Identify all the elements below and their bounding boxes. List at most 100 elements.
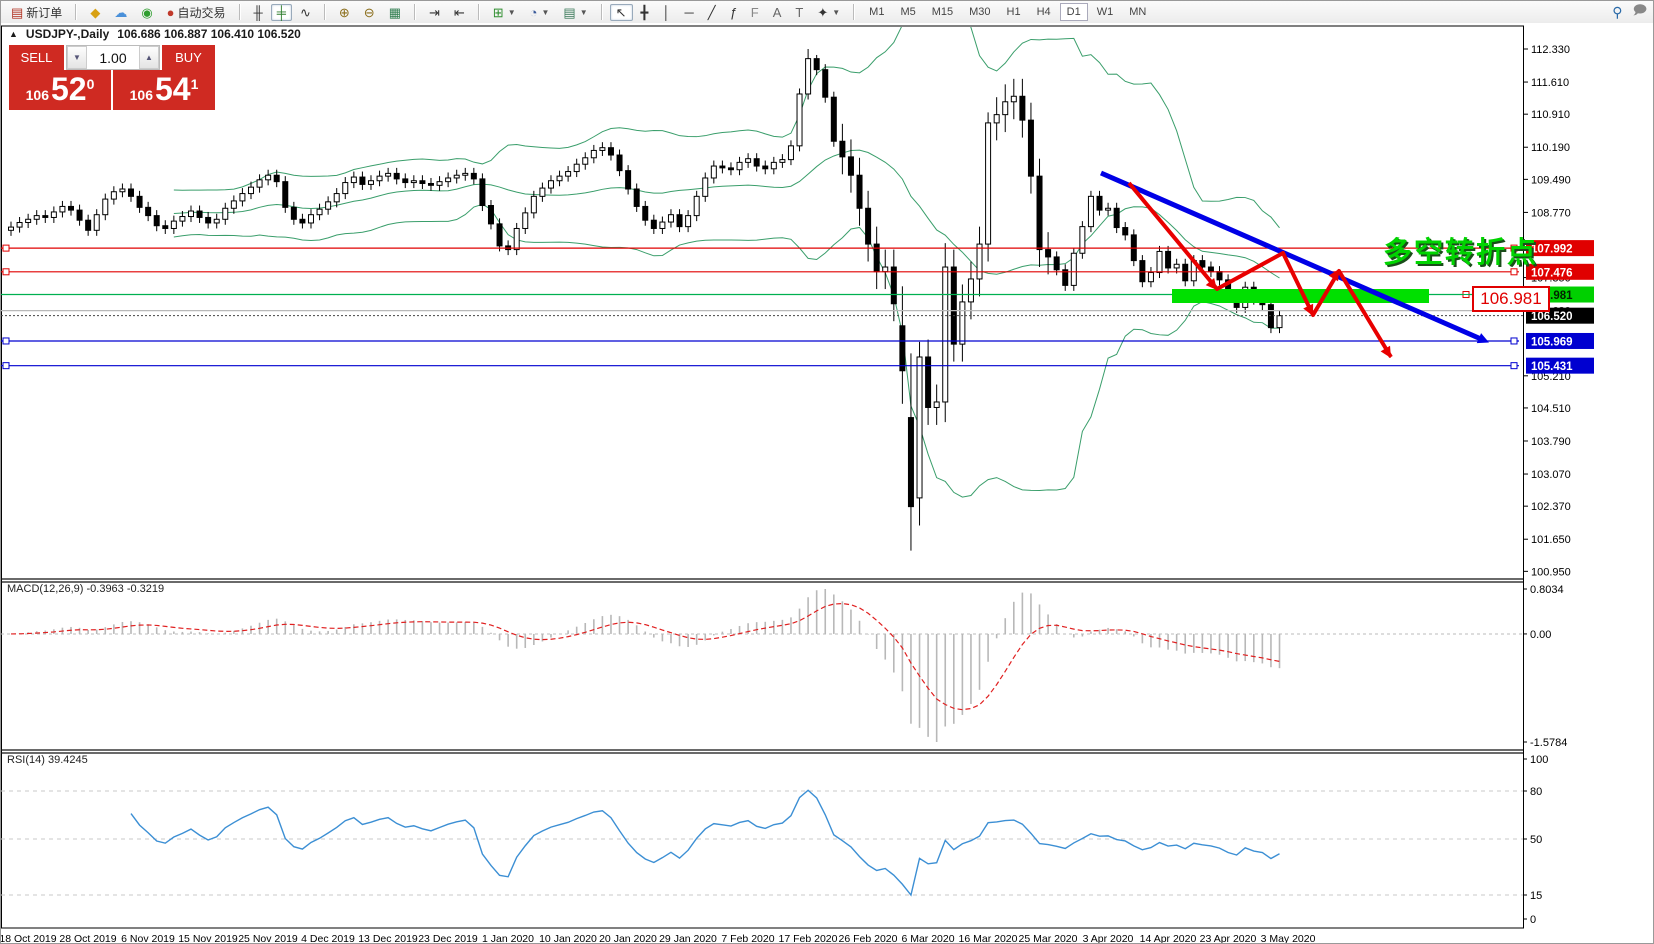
text-icon: A xyxy=(772,4,782,20)
price-axis-tick: 108.770 xyxy=(1531,207,1571,219)
line-handle[interactable] xyxy=(2,337,10,345)
trendline-tool-button[interactable]: ╱ xyxy=(702,4,722,21)
symbol-period-label: USDJPY-,Daily xyxy=(25,27,110,41)
rsi-axis-tick: 15 xyxy=(1530,890,1542,902)
timeframe-w1[interactable]: W1 xyxy=(1096,6,1114,18)
market-button[interactable]: ☁ xyxy=(108,4,133,21)
buy-price[interactable]: 106 54 1 xyxy=(113,70,215,110)
zoom-out-button[interactable]: ⊖ xyxy=(358,4,381,21)
volume-up-button[interactable]: ▲ xyxy=(139,46,159,69)
candlestick-chart-button[interactable]: ╪ xyxy=(270,3,292,21)
rsi-axis-tick: 100 xyxy=(1530,754,1548,766)
chinese-annotation[interactable]: 多空转折点 xyxy=(1383,237,1539,269)
rsi-axis-tick: 80 xyxy=(1530,786,1542,798)
blue-trendline[interactable] xyxy=(1099,170,1483,342)
timeframe-mn[interactable]: MN xyxy=(1129,6,1147,18)
line-handle[interactable] xyxy=(1510,244,1518,252)
line-handle[interactable] xyxy=(1510,362,1518,370)
green-support-bar[interactable] xyxy=(1172,289,1429,303)
price-badge xyxy=(1526,263,1594,280)
collapse-triangle-icon[interactable]: ▲ xyxy=(9,29,18,39)
timeframe-d1[interactable]: D1 xyxy=(1059,3,1088,21)
line-handle[interactable] xyxy=(2,244,10,252)
toolbar: ▤ 新订单 ◆ ☁ ◉ ● 自动交易 ╫ ╪ ∿ ⊕ ⊖ ▦ ⇥ ⇤ ⊞ ▼ ◔ ▼ ▤… xyxy=(1,1,1653,24)
date-axis-label: 7 Feb 2020 xyxy=(721,933,774,944)
buy-button[interactable]: BUY xyxy=(160,45,215,70)
date-axis-label: 6 Mar 2020 xyxy=(901,933,954,944)
cursor-tool-button[interactable]: ↖ xyxy=(609,3,633,21)
line-handle[interactable] xyxy=(1510,337,1518,345)
shapes-icon: ✦ xyxy=(817,4,829,20)
date-axis-label: 23 Dec 2019 xyxy=(418,933,478,944)
timeframe-group: M1 M5 M15 M30 H1 H4 D1 W1 MN xyxy=(858,1,1157,23)
buy-price-figure: 106 xyxy=(129,87,153,103)
price-callout-label[interactable]: 106.981 xyxy=(1472,286,1550,312)
price-badge-text: 106.520 xyxy=(1531,311,1573,323)
sell-button[interactable]: SELL xyxy=(9,45,66,70)
price-axis-tick: 101.650 xyxy=(1531,534,1571,546)
chat-icon[interactable]: 🗩 xyxy=(1632,2,1647,17)
bb-middle xyxy=(173,149,1280,279)
timeframe-h4[interactable]: H4 xyxy=(1036,6,1051,18)
auto-scroll-button[interactable]: ⇥ xyxy=(423,4,446,21)
label-tool-button[interactable]: T xyxy=(789,4,809,21)
indicators-button[interactable]: ⊞ ▼ xyxy=(492,4,516,20)
line-chart-button[interactable]: ∿ xyxy=(294,4,317,21)
rsi-label: RSI(14) 39.4245 xyxy=(7,754,88,766)
timeframe-m1[interactable]: M1 xyxy=(869,6,885,18)
signals-button[interactable]: ◉ xyxy=(135,4,158,21)
chart-shift-button[interactable]: ⇤ xyxy=(448,4,471,21)
red-zigzag-arrows[interactable] xyxy=(1127,181,1393,359)
grid-tool-button[interactable]: F xyxy=(745,4,765,21)
cloud-icon: ☁ xyxy=(114,4,128,20)
bar-chart-button[interactable]: ╫ xyxy=(248,4,269,21)
candles xyxy=(8,49,1283,551)
date-axis-label: 1 Jan 2020 xyxy=(482,933,534,944)
gold-icon: ◆ xyxy=(90,4,101,20)
new-order-button[interactable]: ▤ 新订单 xyxy=(11,4,63,20)
tile-windows-button[interactable]: ▦ xyxy=(383,4,407,21)
tile-windows-icon: ▦ xyxy=(388,4,401,20)
volume-down-button[interactable]: ▼ xyxy=(67,46,87,69)
templates-button[interactable]: ▤ ▼ xyxy=(563,4,588,20)
date-axis-label: 25 Mar 2020 xyxy=(1019,933,1078,944)
sell-price-pips: 52 xyxy=(50,71,87,107)
search-icon[interactable]: ⚲ xyxy=(1612,3,1623,20)
gold-icon-button[interactable]: ◆ xyxy=(84,4,106,21)
periods-button[interactable]: ◔ ▼ xyxy=(529,4,550,20)
line-chart-icon: ∿ xyxy=(299,4,311,20)
vline-tool-button[interactable]: │ xyxy=(656,4,676,21)
line-handle[interactable] xyxy=(2,268,10,276)
main-price-pane xyxy=(8,27,1283,551)
date-axis-label: 10 Jan 2020 xyxy=(539,933,597,944)
timeframe-m5[interactable]: M5 xyxy=(900,6,916,18)
zoom-in-button[interactable]: ⊕ xyxy=(333,4,356,21)
autotrade-button[interactable]: ● 自动交易 xyxy=(166,4,226,20)
price-badge-text: 107.476 xyxy=(1531,267,1573,279)
price-axis-tick: 102.370 xyxy=(1531,501,1571,513)
price-axis-tick: 103.070 xyxy=(1531,469,1571,481)
grid-icon: F xyxy=(750,4,759,20)
shapes-tool-button[interactable]: ✦ ▼ xyxy=(817,4,841,20)
text-tool-button[interactable]: A xyxy=(767,4,788,21)
rsi-line xyxy=(130,789,1280,897)
fibonacci-tool-button[interactable]: ƒ xyxy=(724,4,743,21)
volume-value[interactable]: 1.00 xyxy=(87,46,139,69)
timeframe-h1[interactable]: H1 xyxy=(1006,6,1021,18)
crosshair-tool-button[interactable]: ╋ xyxy=(635,4,655,21)
sell-price[interactable]: 106 52 0 xyxy=(9,70,113,110)
cursor-icon: ↖ xyxy=(615,4,627,20)
ohlc-values: 106.686 106.887 106.410 106.520 xyxy=(117,27,301,41)
price-badge-text: 105.431 xyxy=(1531,361,1573,373)
line-handle[interactable] xyxy=(1510,268,1518,276)
volume-spinner: ▼ 1.00 ▲ xyxy=(66,45,160,70)
line-handle[interactable] xyxy=(2,362,10,370)
hline-tool-button[interactable]: ─ xyxy=(678,4,699,21)
red-arrowhead xyxy=(1380,345,1391,358)
signal-icon: ◉ xyxy=(141,4,153,20)
timeframe-m15[interactable]: M15 xyxy=(931,6,954,18)
timeframe-m30[interactable]: M30 xyxy=(969,6,991,18)
price-axis-tick: 110.190 xyxy=(1531,142,1570,154)
rsi-axis-tick: 50 xyxy=(1530,834,1542,846)
